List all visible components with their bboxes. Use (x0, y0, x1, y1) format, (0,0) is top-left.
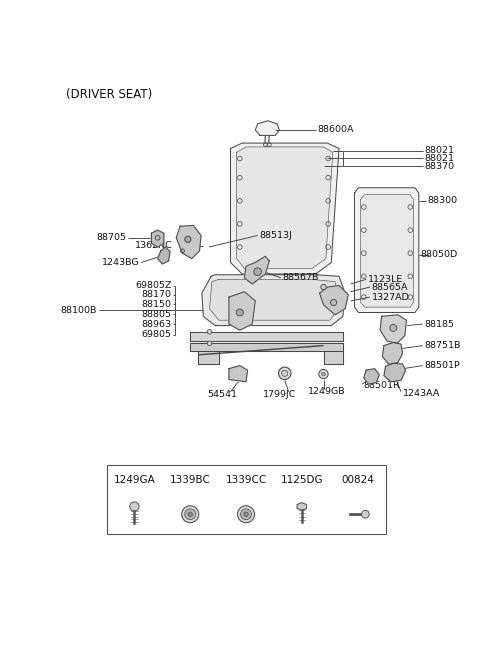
Text: 88600A: 88600A (317, 126, 354, 135)
Text: 88501P: 88501P (424, 361, 460, 370)
Polygon shape (380, 315, 407, 344)
Text: 1362NC: 1362NC (134, 241, 172, 250)
Circle shape (254, 268, 262, 276)
Text: 88100B: 88100B (61, 305, 97, 314)
Polygon shape (176, 226, 201, 259)
Circle shape (240, 509, 252, 520)
Text: 88185: 88185 (424, 320, 454, 329)
Text: 88370: 88370 (424, 162, 455, 171)
Polygon shape (384, 364, 406, 382)
Polygon shape (190, 344, 343, 351)
Polygon shape (230, 143, 339, 274)
Text: 88300: 88300 (427, 196, 457, 205)
Text: 1243BG: 1243BG (102, 258, 140, 267)
Text: 88805: 88805 (142, 309, 172, 318)
Polygon shape (297, 503, 307, 510)
Text: 88565A: 88565A (372, 283, 408, 292)
Text: 54541: 54541 (208, 390, 238, 399)
Circle shape (181, 506, 199, 523)
Polygon shape (360, 195, 413, 307)
Polygon shape (210, 280, 339, 320)
Text: 88751B: 88751B (424, 341, 461, 350)
Circle shape (361, 510, 369, 518)
Polygon shape (152, 230, 164, 247)
Circle shape (236, 309, 243, 316)
Polygon shape (320, 285, 348, 315)
Text: 1339CC: 1339CC (226, 475, 266, 485)
Text: 88021: 88021 (424, 146, 454, 155)
Text: 88170: 88170 (142, 291, 172, 300)
Text: 1249GA: 1249GA (114, 475, 155, 485)
Circle shape (244, 512, 248, 516)
Polygon shape (237, 147, 333, 269)
Polygon shape (229, 366, 248, 382)
Text: 69805: 69805 (142, 331, 172, 339)
Text: 88050D: 88050D (420, 250, 457, 259)
Circle shape (185, 236, 191, 243)
Circle shape (390, 324, 397, 331)
Text: 88501R: 88501R (364, 381, 400, 390)
Text: 88513J: 88513J (259, 231, 292, 240)
Circle shape (185, 509, 196, 520)
Polygon shape (255, 121, 279, 135)
Text: 88963: 88963 (142, 320, 172, 329)
Polygon shape (229, 292, 255, 330)
Text: 1125DG: 1125DG (280, 475, 323, 485)
Text: 88705: 88705 (96, 234, 127, 242)
Circle shape (238, 506, 254, 523)
Circle shape (207, 329, 212, 334)
Polygon shape (157, 247, 170, 264)
Text: 1243AA: 1243AA (403, 389, 440, 398)
Polygon shape (355, 188, 419, 313)
Text: 1249GB: 1249GB (308, 388, 346, 397)
Circle shape (321, 285, 326, 290)
Polygon shape (364, 369, 379, 384)
Text: 88150: 88150 (142, 300, 172, 309)
Text: (DRIVER SEAT): (DRIVER SEAT) (66, 89, 153, 102)
Circle shape (319, 369, 328, 378)
Polygon shape (383, 342, 403, 364)
Polygon shape (198, 351, 219, 364)
Text: 1339BC: 1339BC (170, 475, 211, 485)
Circle shape (130, 502, 139, 511)
Text: 69805Z: 69805Z (135, 281, 172, 290)
Polygon shape (324, 351, 343, 364)
Text: 1327AD: 1327AD (372, 292, 409, 302)
Circle shape (322, 372, 325, 376)
Polygon shape (244, 256, 269, 284)
Text: 88021: 88021 (424, 154, 454, 163)
Polygon shape (202, 275, 345, 325)
Circle shape (188, 512, 192, 516)
Circle shape (330, 300, 336, 305)
Text: 88567B: 88567B (282, 273, 319, 282)
Bar (107, 465, 385, 534)
Circle shape (278, 367, 291, 380)
Polygon shape (190, 332, 343, 341)
Circle shape (282, 370, 288, 377)
Text: 1799JC: 1799JC (263, 390, 296, 399)
Text: 1123LE: 1123LE (368, 275, 403, 284)
Circle shape (207, 341, 212, 345)
Text: 00824: 00824 (341, 475, 374, 485)
